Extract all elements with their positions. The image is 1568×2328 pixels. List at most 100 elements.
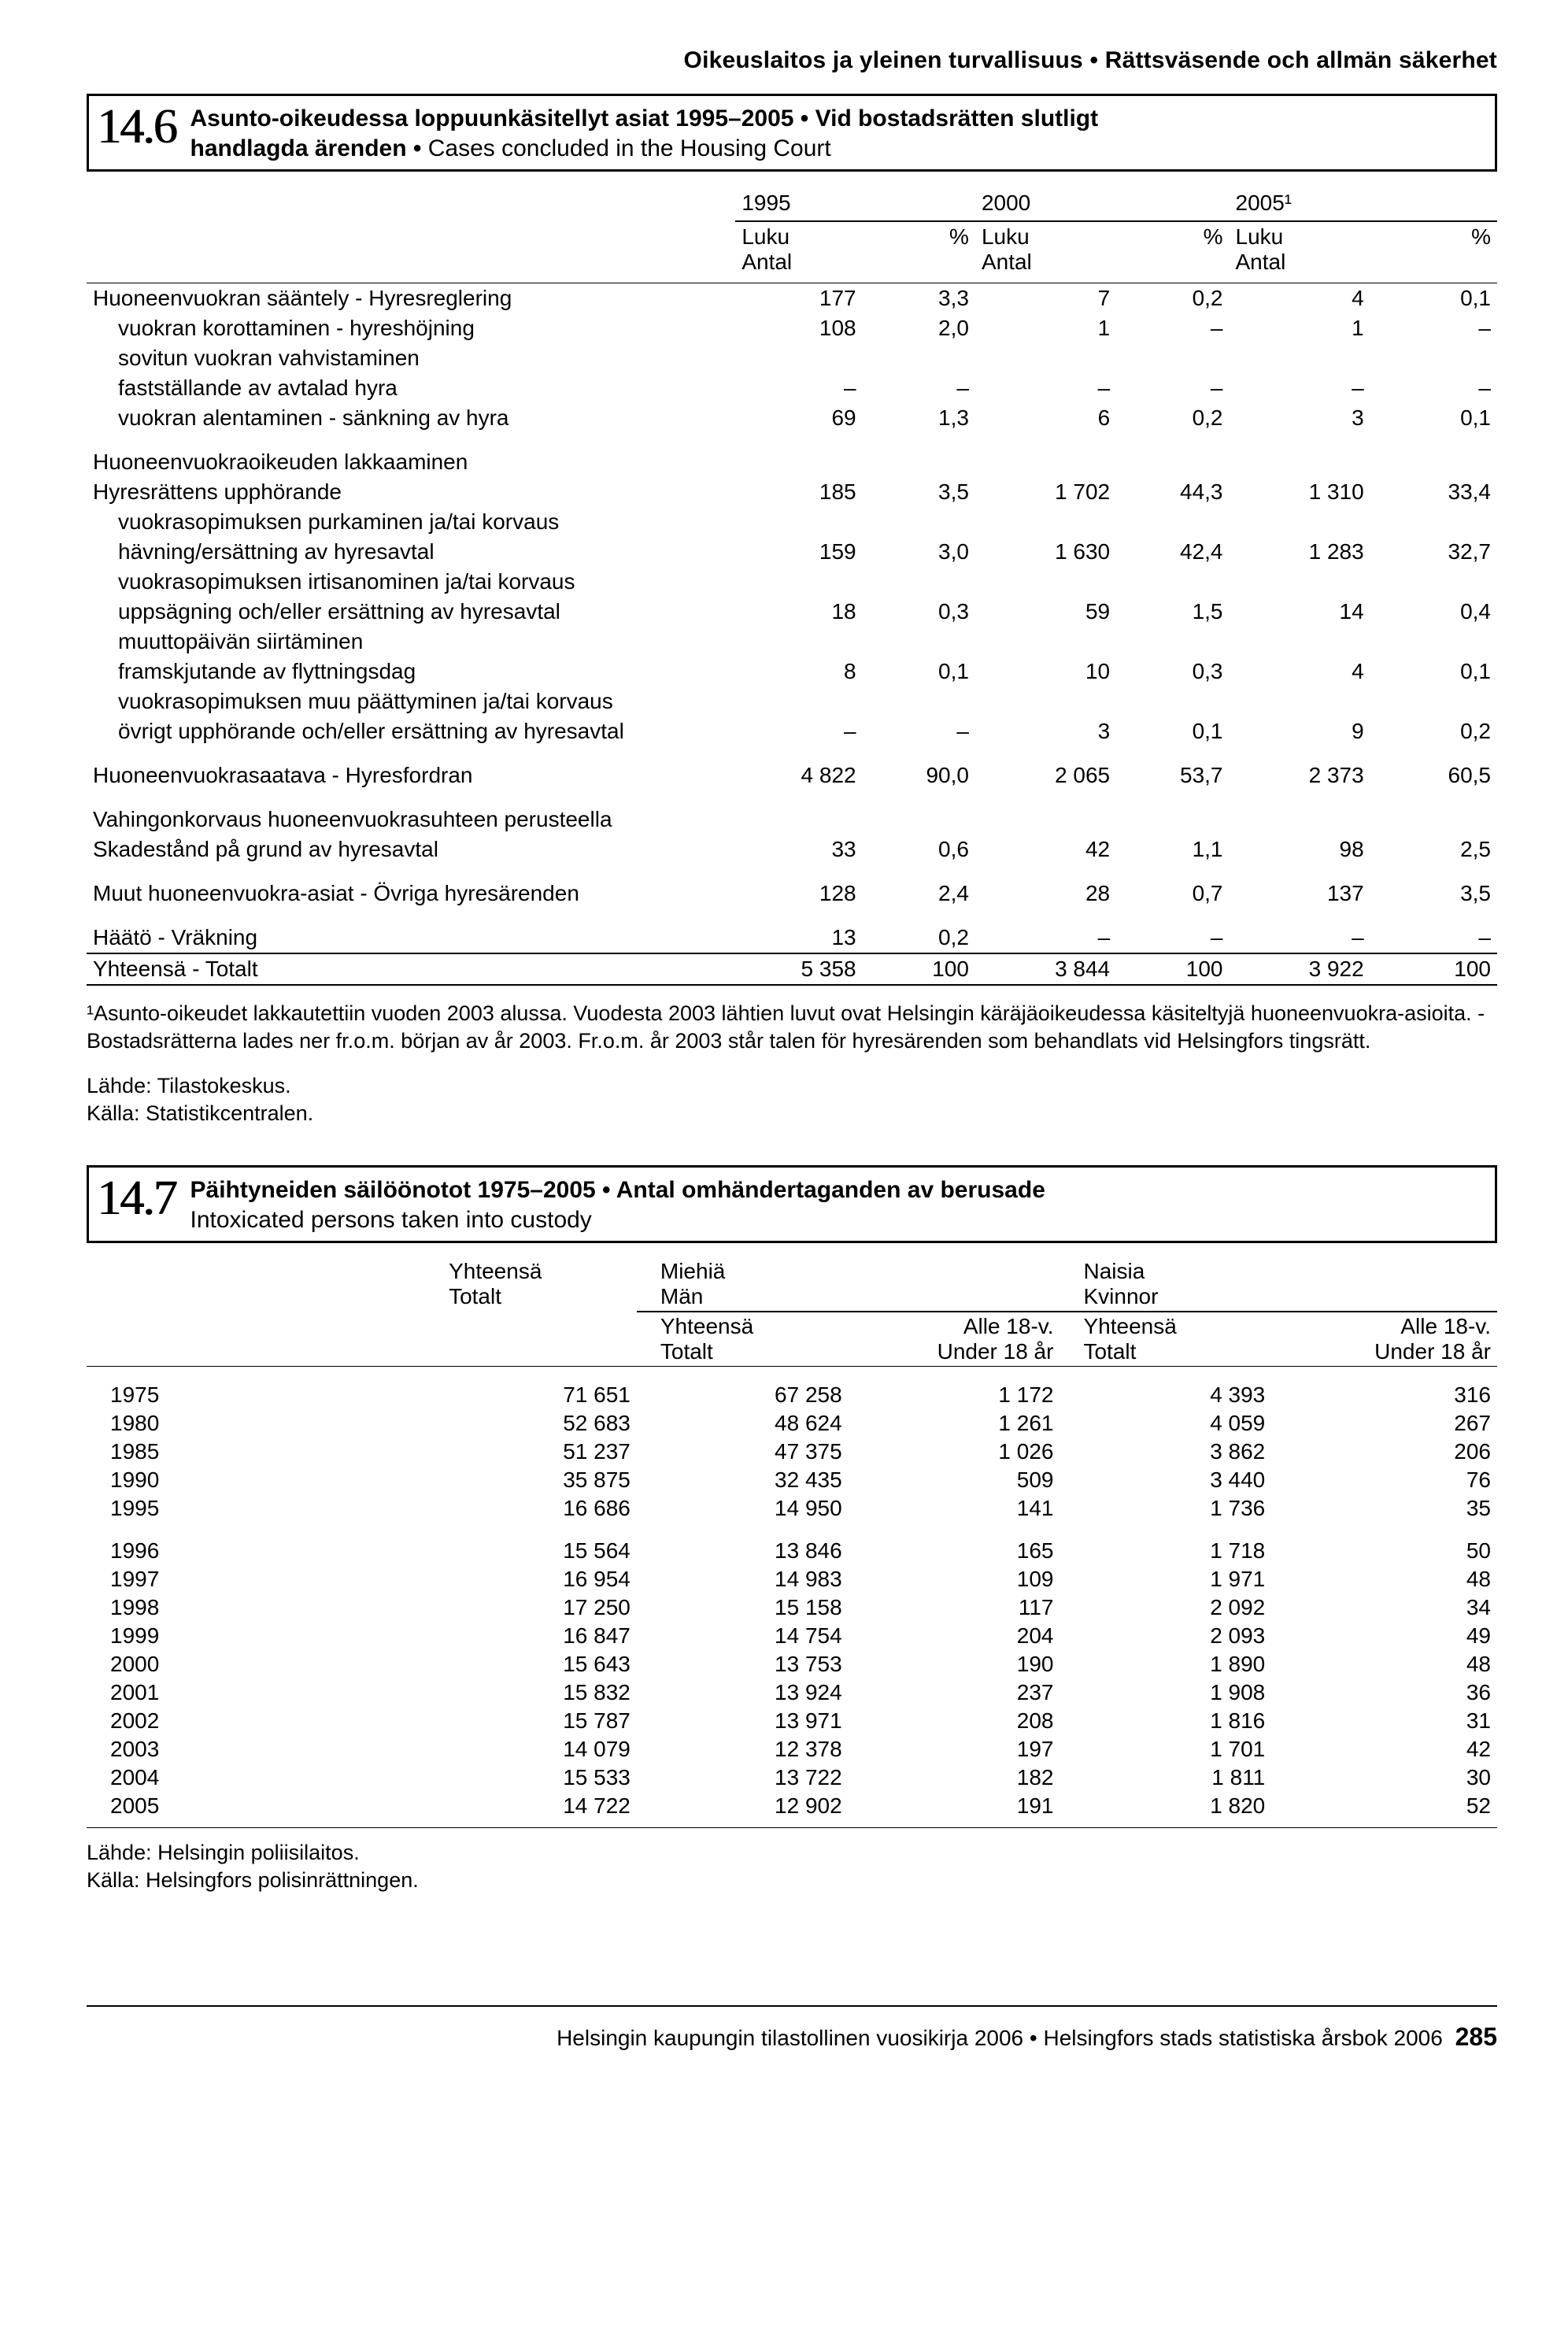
cell: 1 701 <box>1060 1735 1271 1764</box>
cell: 14 983 <box>637 1565 849 1593</box>
cell: 90,0 <box>863 761 975 790</box>
table-row: Häätö - Vräkning130,2–––– <box>87 923 1497 953</box>
cell: 7 <box>975 283 1116 314</box>
table-row: Huoneenvuokran sääntely - Hyresreglering… <box>87 283 1497 314</box>
cell: 0,2 <box>1116 283 1229 314</box>
section-title-line1: Asunto-oikeudessa loppuunkäsitellyt asia… <box>190 105 1099 131</box>
cell: 0,2 <box>1116 403 1229 433</box>
row-label: övrigt upphörande och/eller ersättning a… <box>87 716 735 746</box>
cell <box>1370 507 1497 537</box>
cell: 30 <box>1271 1764 1497 1792</box>
cell: 159 <box>735 537 862 567</box>
cell: 190 <box>849 1650 1060 1678</box>
table-row: 199916 84714 7542042 09349 <box>87 1622 1497 1650</box>
cell: 1 820 <box>1060 1792 1271 1820</box>
table-row: vuokrasopimuksen purkaminen ja/tai korva… <box>87 507 1497 537</box>
cell: 2 092 <box>1060 1593 1271 1622</box>
cell <box>975 447 1116 477</box>
row-label: vuokrasopimuksen muu päättyminen ja/tai … <box>87 687 735 716</box>
table-head-row2: YhteensäTotalt Alle 18-v.Under 18 år Yht… <box>87 1312 1497 1367</box>
cell: 2,0 <box>863 313 975 343</box>
year-label: 2001 <box>87 1678 425 1707</box>
table-row: 197571 65167 2581 1724 393316 <box>87 1381 1497 1409</box>
cell: 1 890 <box>1060 1650 1271 1678</box>
cell <box>735 343 862 373</box>
cell: 1 736 <box>1060 1494 1271 1523</box>
cell: 208 <box>849 1707 1060 1735</box>
cell: 117 <box>849 1593 1060 1622</box>
footnote-14-6: ¹Asunto-oikeudet lakkautettiin vuoden 20… <box>87 1000 1497 1055</box>
page-footer: Helsingin kaupungin tilastollinen vuosik… <box>87 2005 1497 2052</box>
cell: 18 <box>735 597 862 627</box>
footer-text: Helsingin kaupungin tilastollinen vuosik… <box>557 2026 1443 2050</box>
cell: 69 <box>735 403 862 433</box>
table-row <box>87 909 1497 923</box>
table-row: vuokran alentaminen - sänkning av hyra69… <box>87 403 1497 433</box>
cell <box>863 627 975 657</box>
cell: 4 <box>1230 283 1370 314</box>
cell: 9 <box>1230 716 1370 746</box>
cell: 267 <box>1271 1409 1497 1438</box>
cell: 185 <box>735 477 862 507</box>
table-row: 199817 25015 1581172 09234 <box>87 1593 1497 1622</box>
cell: 1 811 <box>1060 1764 1271 1792</box>
cell: 15 533 <box>425 1764 637 1792</box>
cell: 44,3 <box>1116 477 1229 507</box>
cell: 0,7 <box>1116 879 1229 909</box>
cell: 15 564 <box>425 1537 637 1565</box>
cell: 1 816 <box>1060 1707 1271 1735</box>
cell: 16 847 <box>425 1622 637 1650</box>
subhead-pct: % <box>863 221 975 283</box>
cell <box>1230 507 1370 537</box>
cell <box>975 627 1116 657</box>
cell <box>863 507 975 537</box>
table-row: muuttopäivän siirtäminen <box>87 627 1497 657</box>
cell: 14 <box>1230 597 1370 627</box>
head-total: Yhteensä <box>449 1259 542 1283</box>
cell: 48 624 <box>637 1409 849 1438</box>
table-year-row: 1995 2000 2005¹ <box>87 186 1497 221</box>
cell: 3 862 <box>1060 1438 1271 1466</box>
cell: 98 <box>1230 835 1370 864</box>
cell: 0,3 <box>1116 657 1229 687</box>
cell: 165 <box>849 1537 1060 1565</box>
row-label: uppsägning och/eller ersättning av hyres… <box>87 597 735 627</box>
cell <box>863 687 975 716</box>
cell: 3 <box>1230 403 1370 433</box>
cell <box>863 805 975 835</box>
row-label: Huoneenvuokran sääntely - Hyresreglering <box>87 283 735 314</box>
cell: 2,4 <box>863 879 975 909</box>
cell: 1 026 <box>849 1438 1060 1466</box>
table-row: Muut huoneenvuokra-asiat - Övriga hyresä… <box>87 879 1497 909</box>
table-row: 199516 68614 9501411 73635 <box>87 1494 1497 1523</box>
table-row: 200514 72212 9021911 82052 <box>87 1792 1497 1820</box>
cell <box>735 687 862 716</box>
row-label: vuokran korottaminen - hyreshöjning <box>87 313 735 343</box>
cell: 16 686 <box>425 1494 637 1523</box>
cell: – <box>1116 373 1229 403</box>
table-14-7: YhteensäTotalt MiehiäMän NaisiaKvinnor Y… <box>87 1257 1497 1828</box>
cell: 3,0 <box>863 537 975 567</box>
year-label: 2002 <box>87 1707 425 1735</box>
table-row: fastställande av avtalad hyra–––––– <box>87 373 1497 403</box>
cell: 237 <box>849 1678 1060 1707</box>
cell <box>863 447 975 477</box>
table-row <box>87 864 1497 879</box>
cell <box>1230 805 1370 835</box>
section-number: 14.6 <box>97 101 176 151</box>
cell <box>735 447 862 477</box>
cell: 1 283 <box>1230 537 1370 567</box>
table-row: 199716 95414 9831091 97148 <box>87 1565 1497 1593</box>
head-women: Naisia <box>1083 1259 1145 1283</box>
cell: 0,1 <box>1370 283 1497 314</box>
cell: 53,7 <box>1116 761 1229 790</box>
cell: – <box>1116 923 1229 953</box>
table-row: framskjutande av flyttningsdag80,1100,34… <box>87 657 1497 687</box>
cell: 1 261 <box>849 1409 1060 1438</box>
source-line1: Lähde: Tilastokeskus. <box>87 1074 291 1097</box>
row-label: sovitun vuokran vahvistaminen <box>87 343 735 373</box>
table-row: Hyresrättens upphörande1853,51 70244,31 … <box>87 477 1497 507</box>
cell <box>975 343 1116 373</box>
cell: 191 <box>849 1792 1060 1820</box>
section-14-6-header: 14.6 Asunto-oikeudessa loppuunkäsitellyt… <box>87 94 1497 172</box>
